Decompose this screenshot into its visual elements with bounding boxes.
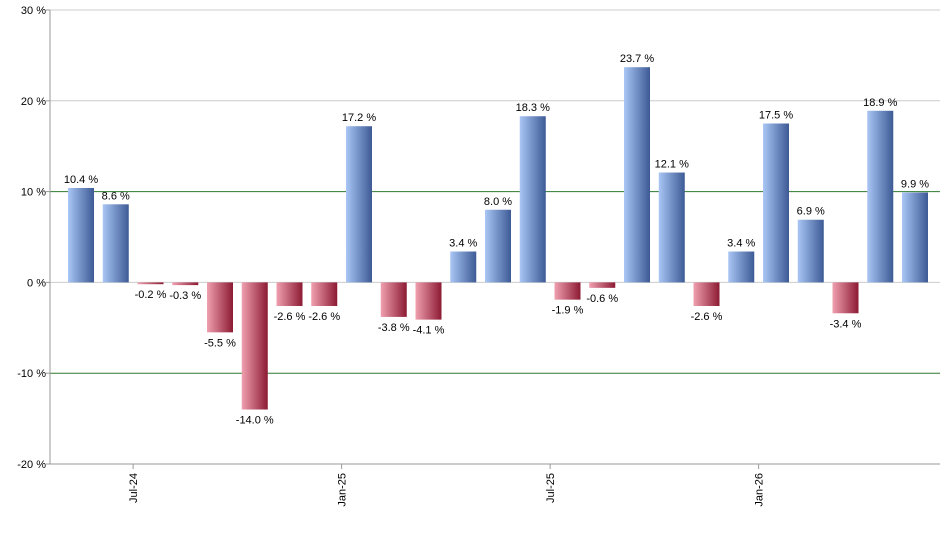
data-label: 17.5 % — [759, 110, 793, 122]
data-label: -3.8 % — [378, 322, 410, 334]
data-label: 18.3 % — [516, 102, 550, 114]
data-label: 23.7 % — [620, 53, 654, 65]
bar-negative — [554, 282, 581, 300]
data-label: -0.3 % — [169, 290, 201, 302]
bar-positive — [902, 192, 928, 283]
bar-negative — [589, 282, 616, 288]
bar-positive — [450, 251, 477, 283]
y-tick-label: 10 % — [21, 187, 46, 199]
bar-positive — [624, 67, 650, 283]
bar-positive — [867, 110, 894, 283]
data-label: -3.4 % — [830, 318, 862, 330]
bar-negative — [693, 282, 720, 307]
data-label: 3.4 % — [449, 238, 477, 250]
data-label: -4.1 % — [413, 325, 445, 337]
bar-positive — [519, 116, 546, 283]
bar-negative — [207, 282, 233, 333]
data-labels: 10.4 % 8.6 % -0.2 % -0.3 % -5.5 % -14.0 % -2.6… — [64, 53, 929, 426]
data-label: -5.5 % — [204, 337, 236, 349]
bar-positive — [485, 209, 511, 283]
bar-negative — [276, 282, 303, 307]
x-tick-label: Jan-26 — [754, 473, 766, 507]
data-label: -2.6 % — [691, 311, 723, 323]
data-label: -2.6 % — [274, 311, 306, 323]
data-label: -14.0 % — [236, 415, 274, 427]
data-label: 6.9 % — [797, 206, 825, 218]
y-tick-label: -10 % — [17, 368, 46, 380]
bar-negative — [415, 282, 442, 320]
y-tick-label: 20 % — [21, 96, 46, 108]
bars — [68, 67, 928, 410]
data-label: 17.2 % — [342, 112, 376, 124]
x-tick-label: Jan-25 — [337, 473, 349, 507]
data-label: -0.6 % — [586, 293, 618, 305]
data-label: 3.4 % — [727, 238, 755, 250]
data-label: 8.0 % — [484, 196, 512, 208]
bar-positive — [797, 219, 824, 283]
bar-positive — [763, 123, 789, 283]
data-label: -1.9 % — [552, 305, 584, 317]
y-tick-label: 30 % — [21, 5, 46, 17]
bar-positive — [68, 187, 94, 283]
bar-negative — [137, 282, 164, 285]
bar-negative — [380, 282, 407, 317]
bar-positive — [346, 126, 372, 283]
data-label: 12.1 % — [655, 159, 689, 171]
bar-negative — [311, 282, 338, 307]
axes: -20 % -10 % 0 % 10 % 20 % 30 % — [17, 5, 940, 471]
data-label: 10.4 % — [64, 174, 98, 186]
data-label: 18.9 % — [863, 97, 897, 109]
bar-positive — [658, 172, 685, 283]
data-label: -0.2 % — [135, 289, 167, 301]
x-tick-label: Jul-24 — [128, 473, 140, 503]
data-label: 8.6 % — [102, 190, 130, 202]
x-axis-ticks: Jul-24 Jan-25 Jul-25 Jan-26 — [128, 464, 766, 507]
y-tick-label: 0 % — [27, 277, 46, 289]
bar-positive — [102, 204, 129, 283]
y-tick-label: -20 % — [17, 459, 46, 471]
bar-negative — [172, 282, 199, 286]
data-label: -2.6 % — [308, 311, 340, 323]
bar-negative — [832, 282, 859, 314]
data-label: 9.9 % — [901, 179, 929, 191]
bar-negative — [241, 282, 268, 410]
x-tick-label: Jul-25 — [545, 473, 557, 503]
bar-positive — [728, 251, 755, 283]
